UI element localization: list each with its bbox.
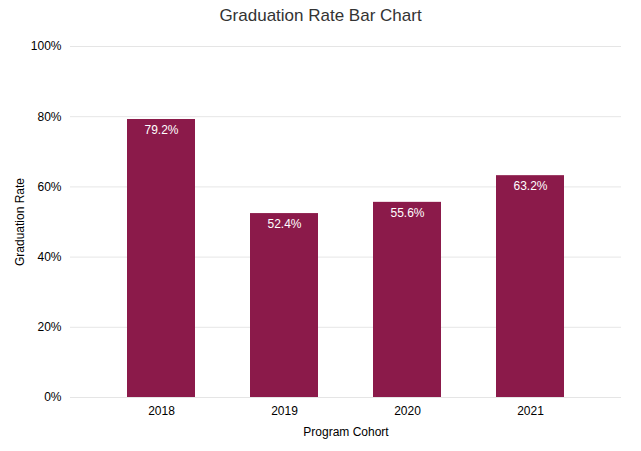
- svg-text:80%: 80%: [37, 110, 61, 124]
- svg-text:2019: 2019: [271, 404, 298, 418]
- svg-text:0%: 0%: [44, 390, 62, 404]
- svg-text:100%: 100%: [31, 39, 62, 53]
- svg-text:Graduation Rate: Graduation Rate: [13, 178, 27, 266]
- svg-text:2021: 2021: [517, 404, 544, 418]
- html-text:Graduation Rate Bar Chart: Graduation Rate Bar Chart: [219, 6, 422, 25]
- svg-text:2018: 2018: [148, 404, 175, 418]
- svg-text:63.2%: 63.2%: [513, 179, 547, 193]
- svg-text:79.2%: 79.2%: [144, 123, 178, 137]
- svg-text:40%: 40%: [37, 250, 61, 264]
- svg-text:2020: 2020: [394, 404, 421, 418]
- svg-text:55.6%: 55.6%: [390, 206, 424, 220]
- svg-text:60%: 60%: [37, 180, 61, 194]
- svg-text:Program Cohort: Program Cohort: [303, 425, 389, 439]
- svg-text:20%: 20%: [37, 320, 61, 334]
- svg-text:52.4%: 52.4%: [267, 217, 301, 231]
